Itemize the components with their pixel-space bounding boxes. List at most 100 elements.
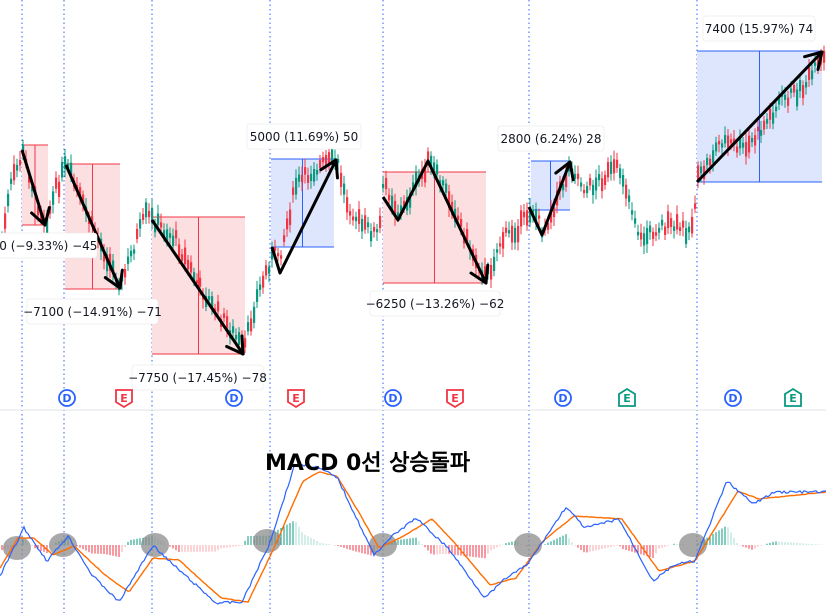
marker-letter: D <box>229 392 238 405</box>
candle-body <box>301 174 304 183</box>
candle-body <box>436 164 439 175</box>
marker-circle <box>384 389 402 407</box>
arrow-head <box>554 160 572 175</box>
earnings-marker-icon[interactable]: E <box>618 387 636 407</box>
candle-body <box>367 222 370 228</box>
measure-label-box <box>0 232 98 259</box>
earnings-marker-icon[interactable]: E <box>784 387 802 407</box>
measure-label: 50 (−9.33%) −45 <box>0 239 97 253</box>
candle-body <box>154 223 157 233</box>
candle-body <box>607 162 610 178</box>
candle-body <box>754 135 757 146</box>
candle-body <box>799 80 802 92</box>
candle-body <box>289 209 292 225</box>
candle-body <box>499 243 502 247</box>
dividend-marker-icon[interactable]: D <box>225 389 243 407</box>
candle-body <box>673 226 676 231</box>
candle-body <box>772 112 775 124</box>
candle-body <box>16 164 19 171</box>
candle-body <box>28 176 31 183</box>
measure-label-box <box>246 123 362 150</box>
candle-body <box>466 228 469 242</box>
candle-body <box>256 289 259 302</box>
candle-body <box>589 178 592 186</box>
candle-body <box>787 97 790 106</box>
marker-circle <box>58 389 76 407</box>
candle-body <box>307 175 310 183</box>
candle-body <box>535 208 538 225</box>
candle-body <box>397 212 400 218</box>
candle-body <box>721 143 724 148</box>
marker-letter: E <box>120 392 128 405</box>
candle-body <box>823 50 826 63</box>
candle-body <box>79 187 82 199</box>
candle-body <box>187 259 190 270</box>
candle-body <box>508 230 511 234</box>
candle-body <box>172 235 175 246</box>
candle-body <box>247 322 250 332</box>
candle-body <box>262 275 265 288</box>
candle-body <box>811 70 814 80</box>
candle-body <box>667 211 670 229</box>
earnings-marker-icon[interactable]: E <box>446 389 464 409</box>
candle-body <box>493 256 496 272</box>
candle-body <box>688 226 691 233</box>
candle-body <box>724 135 727 144</box>
candle-body <box>670 218 673 228</box>
dividend-marker-icon[interactable]: D <box>554 389 572 407</box>
zero-cross-markers <box>3 529 707 560</box>
candle-body <box>325 154 328 168</box>
measure-label-box <box>369 290 501 317</box>
candle-body <box>739 136 742 149</box>
candle-body <box>730 139 733 144</box>
candle-body <box>745 142 748 157</box>
marker-circle <box>554 389 572 407</box>
candle-body <box>394 200 397 217</box>
candle-body <box>580 182 583 187</box>
candle-body <box>13 164 16 181</box>
candle-body <box>616 159 619 168</box>
candle-body <box>457 215 460 221</box>
dividend-marker-icon[interactable]: D <box>384 389 402 407</box>
earnings-marker-icon[interactable]: E <box>287 389 305 409</box>
dividend-marker-icon[interactable]: D <box>58 389 76 407</box>
candle-body <box>310 173 313 181</box>
candle-body <box>250 318 253 332</box>
earnings-marker-icon[interactable]: E <box>115 389 133 409</box>
trend-arrow <box>20 149 47 226</box>
dividend-marker-icon[interactable]: D <box>724 389 742 407</box>
candle-body <box>757 126 760 132</box>
candle-body <box>370 231 373 242</box>
candle-body <box>748 135 751 153</box>
candle-body <box>808 67 811 80</box>
crossover-marker <box>514 533 542 557</box>
marker-letter: D <box>62 392 71 405</box>
candle-body <box>160 222 163 228</box>
candle-body <box>682 220 685 228</box>
candle-body <box>445 183 448 193</box>
candle-body <box>706 158 709 166</box>
marker-circle <box>225 389 243 407</box>
candle-body <box>64 156 67 170</box>
candle-body <box>151 207 154 224</box>
candle-body <box>784 94 787 100</box>
marker-shield <box>115 389 133 409</box>
candle-body <box>700 166 703 174</box>
arrow-head <box>484 263 490 285</box>
candle-body <box>55 177 58 189</box>
candle-body <box>391 195 394 210</box>
candle-body <box>313 168 316 182</box>
arrow-head <box>225 344 245 356</box>
candle-body <box>685 228 688 244</box>
candle-body <box>778 97 781 105</box>
candle-body <box>274 247 277 251</box>
marker-letter: E <box>623 392 631 405</box>
candle-body <box>628 195 631 202</box>
candle-body <box>292 187 295 195</box>
candle-body <box>22 144 25 153</box>
candle-body <box>175 230 178 239</box>
candle-body <box>622 175 625 187</box>
candle-body <box>412 182 415 190</box>
